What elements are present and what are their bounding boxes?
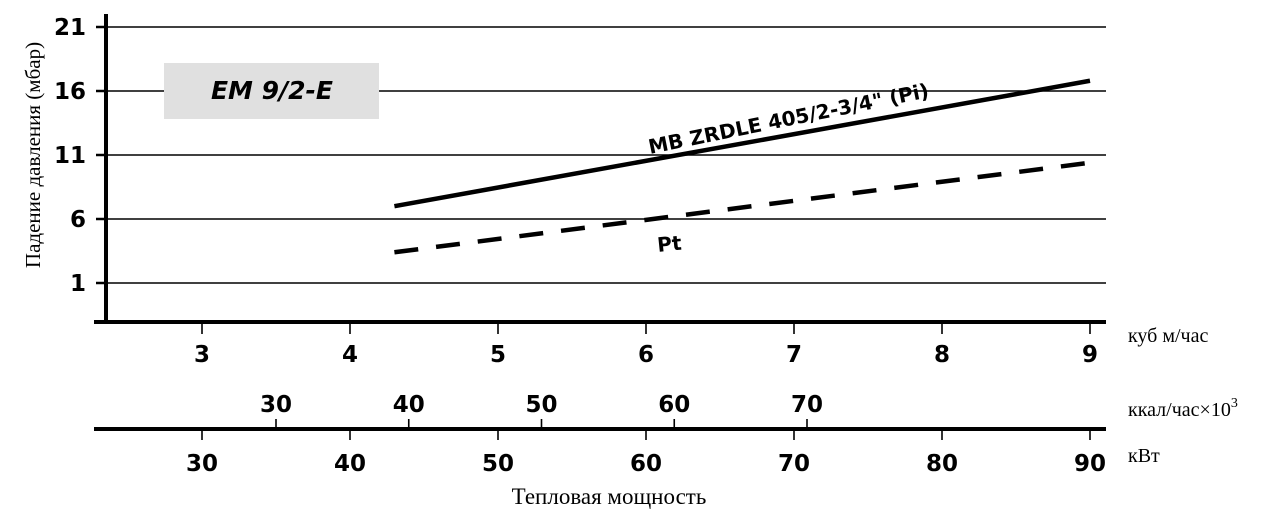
x-tick-label-kw: 60 — [630, 451, 662, 477]
x-tick-label-flow: 3 — [194, 342, 210, 368]
y-tick-label: 21 — [54, 15, 86, 41]
series-line-pt — [394, 160, 1091, 255]
x-tick-label-kcal: 50 — [525, 392, 557, 418]
x-axis-kw-unit: кВт — [1128, 445, 1160, 467]
model-box-background — [164, 63, 379, 119]
x-axis-kw: 30 40 50 60 70 80 90 — [186, 429, 1106, 477]
x-tick-label-kw: 90 — [1074, 451, 1106, 477]
x-tick-label-kw: 50 — [482, 451, 514, 477]
x-axis-kcal-unit-base: ккал/час×10 — [1128, 399, 1231, 421]
x-tick-label-kcal: 70 — [791, 392, 823, 418]
x-axis-title: Тепловая мощность — [512, 484, 707, 509]
x-tick-label-flow: 4 — [342, 342, 358, 368]
x-tick-label-kcal: 60 — [658, 392, 690, 418]
y-tick-label: 6 — [70, 207, 86, 233]
series-line-pi — [394, 78, 1091, 209]
x-tick-label-kcal: 40 — [393, 392, 425, 418]
x-tick-label-flow: 5 — [490, 342, 506, 368]
x-tick-label-kw: 70 — [778, 451, 810, 477]
y-tick-label: 11 — [54, 143, 86, 169]
x-tick-label-flow: 6 — [638, 342, 654, 368]
y-axis-title: Падение давления (мбар) — [21, 42, 45, 268]
x-axis-kcal-unit-exponent: 3 — [1231, 396, 1238, 411]
x-axis-kcal-unit: ккал/час×103 — [1128, 396, 1238, 421]
y-tick-labels: 21 16 11 6 1 — [54, 15, 106, 297]
model-box-label: EM 9/2-E — [211, 76, 333, 105]
series-lines — [394, 78, 1091, 255]
x-axis-kcal: 30 40 50 60 70 — [260, 392, 823, 429]
x-tick-label-flow: 9 — [1082, 342, 1098, 368]
x-tick-label-flow: 8 — [934, 342, 950, 368]
x-tick-label-kw: 80 — [926, 451, 958, 477]
x-axis-flow-unit: куб м/час — [1128, 325, 1208, 347]
series-label-pt: Pt — [656, 231, 683, 257]
y-tick-label: 16 — [54, 79, 86, 105]
y-tick-label: 1 — [70, 271, 86, 297]
x-tick-label-flow: 7 — [786, 342, 802, 368]
x-tick-label-kcal: 30 — [260, 392, 292, 418]
x-axis-flow: 3 4 5 6 7 8 9 — [194, 322, 1098, 368]
x-tick-label-kw: 30 — [186, 451, 218, 477]
model-box: EM 9/2-E — [164, 63, 379, 119]
x-tick-label-kw: 40 — [334, 451, 366, 477]
